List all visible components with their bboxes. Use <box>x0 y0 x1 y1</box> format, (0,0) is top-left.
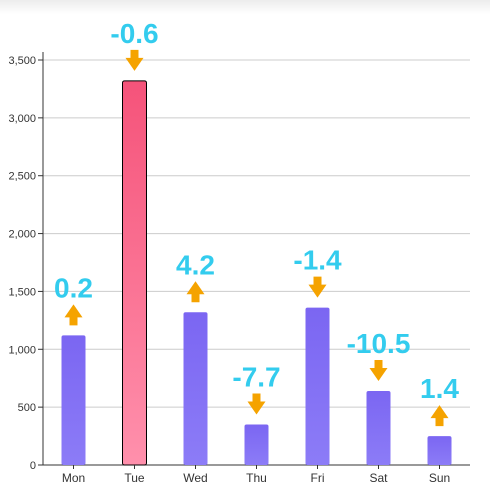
change-label: 1.4 <box>420 373 459 404</box>
bar-wed <box>183 312 208 465</box>
arrow-down-icon <box>247 393 266 415</box>
x-tick-label: Sun <box>429 471 450 485</box>
y-tick-label: 2,500 <box>8 171 36 183</box>
change-label: 4.2 <box>176 249 215 280</box>
change-label: -1.4 <box>293 245 342 276</box>
bar-fri <box>305 307 330 465</box>
x-tick-label: Tue <box>124 471 145 485</box>
change-label: -10.5 <box>347 328 411 359</box>
y-tick-label: 3,000 <box>8 113 36 125</box>
y-tick-label: 0 <box>30 460 36 472</box>
arrow-down-icon <box>308 276 327 298</box>
y-tick-label: 2,000 <box>8 229 36 241</box>
bar-tue <box>122 80 147 466</box>
arrow-up-icon <box>430 405 449 427</box>
x-tick-label: Fri <box>311 471 325 485</box>
y-tick-label: 3,500 <box>8 55 36 67</box>
change-label: -7.7 <box>232 362 280 393</box>
change-label: -0.6 <box>110 18 158 49</box>
change-label: 0.2 <box>54 272 93 303</box>
x-tick-label: Wed <box>183 471 207 485</box>
arrow-down-icon <box>125 49 144 71</box>
arrow-down-icon <box>369 359 388 381</box>
y-tick-label: 1,500 <box>8 286 36 298</box>
bar-thu <box>244 424 269 465</box>
top-shadow <box>0 0 490 14</box>
bar-sat <box>366 390 391 465</box>
y-tick-label: 500 <box>18 402 36 414</box>
arrow-up-icon <box>64 304 83 326</box>
bar-mon <box>61 335 86 465</box>
arrow-up-icon <box>186 281 205 303</box>
x-tick-label: Thu <box>246 471 267 485</box>
bar-sun <box>427 436 452 465</box>
y-tick-label: 1,000 <box>8 344 36 356</box>
x-tick-label: Mon <box>62 471 85 485</box>
x-tick-label: Sat <box>369 471 388 485</box>
